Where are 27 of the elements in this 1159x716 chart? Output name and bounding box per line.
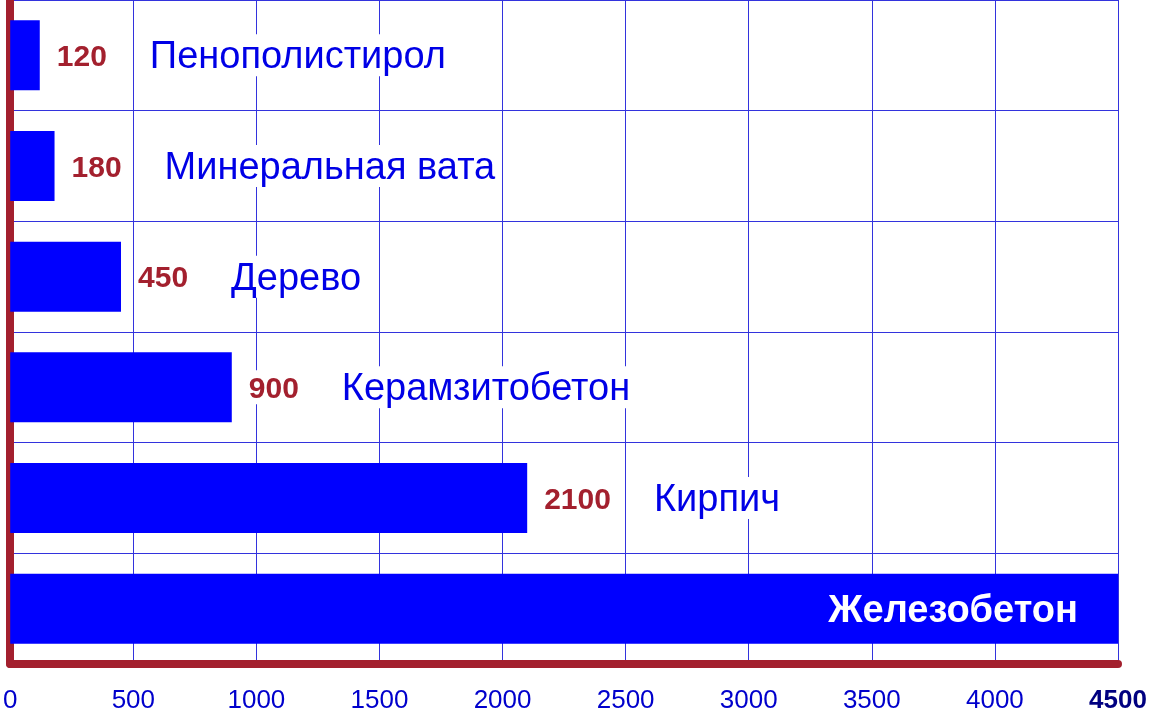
y-tick-label: Пенополистирол bbox=[149, 34, 446, 77]
x-tick-label: 4000 bbox=[965, 684, 1024, 714]
bar bbox=[10, 20, 40, 91]
data-label: 900 bbox=[248, 370, 299, 404]
y-tick-label: Железобетон bbox=[827, 587, 1078, 630]
bar bbox=[10, 573, 1118, 644]
x-tick-label: 1500 bbox=[350, 684, 409, 714]
data-label: 450 bbox=[138, 260, 189, 294]
x-tick-label: 3500 bbox=[842, 684, 901, 714]
y-tick-label: Кирпич bbox=[653, 477, 781, 519]
y-tick-label: Минеральная вата bbox=[164, 145, 497, 187]
bar bbox=[10, 463, 528, 533]
y-tick-label: Керамзитобетон bbox=[341, 366, 631, 409]
x-tick-label: 3000 bbox=[719, 684, 778, 714]
data-label: 180 bbox=[71, 149, 122, 183]
data-label: 120 bbox=[56, 38, 107, 72]
y-tick-label: Дерево bbox=[231, 255, 362, 298]
bar bbox=[10, 241, 122, 312]
x-tick-label: 2500 bbox=[596, 684, 655, 714]
x-tick-label: 4500 bbox=[1089, 684, 1147, 714]
x-tick-label: 500 bbox=[111, 684, 156, 714]
bar bbox=[10, 352, 232, 423]
x-tick-label: 1000 bbox=[227, 684, 286, 714]
data-label: 2100 bbox=[544, 481, 611, 515]
x-tick-label: 2000 bbox=[473, 684, 532, 714]
bar bbox=[10, 131, 55, 201]
x-tick-label: 0 bbox=[3, 684, 18, 714]
